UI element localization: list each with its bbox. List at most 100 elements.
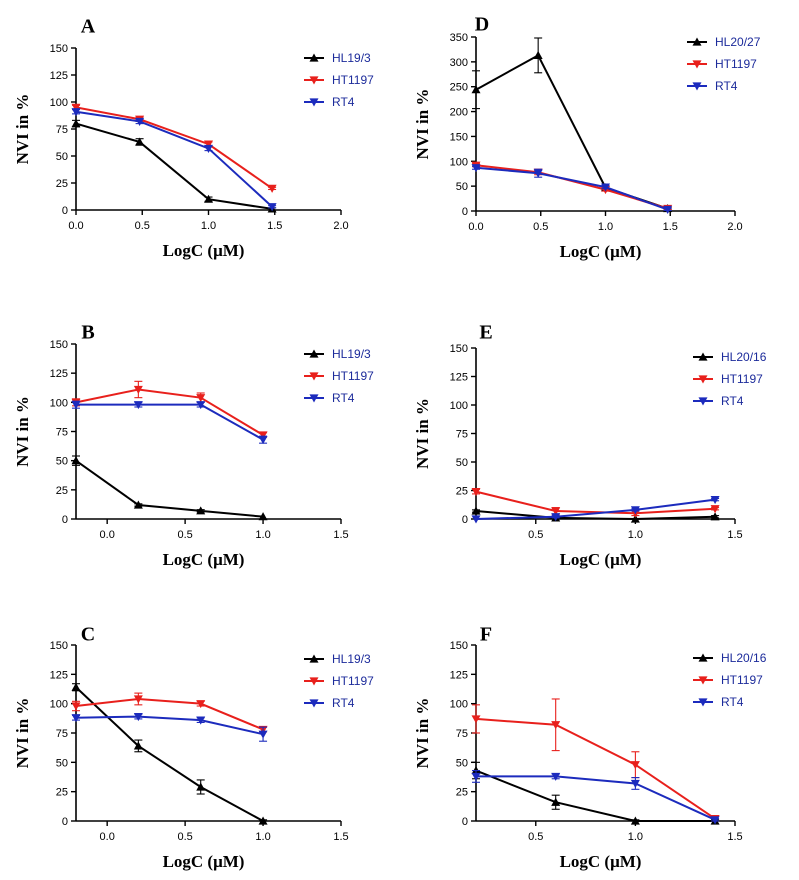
series-hl20-27 bbox=[471, 37, 673, 213]
legend-marker bbox=[309, 53, 319, 62]
x-tick-label: 0.0 bbox=[68, 220, 83, 232]
legend-label: HT1197 bbox=[332, 73, 374, 87]
data-point bbox=[471, 715, 481, 724]
data-point bbox=[533, 50, 543, 59]
y-axis-title: NVI in % bbox=[13, 698, 32, 769]
series-line bbox=[475, 717, 716, 820]
data-point bbox=[135, 117, 145, 126]
data-point bbox=[471, 515, 481, 524]
panel-letter: F bbox=[480, 624, 492, 646]
y-tick-label: 125 bbox=[450, 669, 468, 681]
y-tick-label: 100 bbox=[450, 400, 468, 412]
x-tick-label: 0.5 bbox=[528, 831, 543, 843]
data-point bbox=[710, 496, 720, 505]
series-hl19-3 bbox=[71, 119, 277, 213]
panel-letter: B bbox=[81, 322, 94, 344]
data-point bbox=[71, 714, 81, 723]
legend-label: HL19/3 bbox=[332, 652, 371, 666]
data-point bbox=[710, 512, 720, 521]
y-tick-label: 150 bbox=[50, 43, 68, 55]
y-tick-label: 75 bbox=[56, 124, 68, 136]
y-tick-label: 50 bbox=[56, 456, 68, 468]
data-point bbox=[551, 507, 561, 516]
data-point bbox=[133, 712, 143, 722]
y-tick-label: 0 bbox=[462, 514, 468, 526]
y-tick-label: 25 bbox=[56, 787, 68, 799]
legend-marker bbox=[309, 98, 319, 107]
legend-label: HL20/16 bbox=[721, 350, 767, 364]
panel-b: B 0 25 50 75 100 125 150 0.0 0.5 1.0 1.5 LogC (μM) NV… bbox=[13, 322, 374, 569]
series-rt4 bbox=[71, 108, 277, 212]
y-tick-label: 350 bbox=[450, 32, 468, 44]
data-point bbox=[196, 506, 206, 515]
x-axis-title: LogC (μM) bbox=[560, 242, 642, 261]
data-point bbox=[551, 513, 561, 522]
x-tick-label: 0.5 bbox=[528, 529, 543, 541]
series-line bbox=[475, 166, 668, 211]
x-axis-title: LogC (μM) bbox=[560, 852, 642, 871]
x-tick-label: 1.0 bbox=[628, 831, 643, 843]
legend-label: HL19/3 bbox=[332, 51, 371, 65]
data-point bbox=[630, 779, 640, 788]
data-point bbox=[196, 700, 206, 709]
legend-marker bbox=[698, 352, 708, 361]
y-tick-label: 150 bbox=[50, 339, 68, 351]
series-line bbox=[75, 110, 273, 208]
x-axis-title: LogC (μM) bbox=[560, 550, 642, 569]
y-tick-label: 0 bbox=[62, 205, 68, 217]
legend-label: RT4 bbox=[721, 394, 744, 408]
x-tick-label: 1.0 bbox=[255, 831, 270, 843]
legend-label: HT1197 bbox=[721, 673, 763, 687]
data-point bbox=[133, 401, 143, 410]
series-line bbox=[75, 459, 264, 518]
series-rt4 bbox=[71, 400, 268, 445]
x-axis-title: LogC (μM) bbox=[163, 241, 245, 260]
x-tick-label: 0.0 bbox=[100, 831, 115, 843]
y-axis-title: NVI in % bbox=[13, 94, 32, 165]
x-tick-label: 0.5 bbox=[177, 831, 192, 843]
legend-marker bbox=[698, 653, 708, 662]
data-point bbox=[710, 505, 720, 514]
y-tick-label: 75 bbox=[456, 728, 468, 740]
legend-label: RT4 bbox=[332, 391, 355, 405]
x-tick-label: 1.5 bbox=[333, 831, 348, 843]
series-line bbox=[75, 697, 264, 731]
data-point bbox=[133, 741, 143, 750]
data-point bbox=[258, 436, 268, 445]
data-point bbox=[258, 431, 268, 440]
series-line bbox=[75, 122, 273, 210]
legend-marker bbox=[309, 654, 319, 663]
legend-marker bbox=[698, 397, 708, 406]
legend-label: HL19/3 bbox=[332, 347, 371, 361]
data-point bbox=[196, 782, 206, 791]
series-rt4 bbox=[471, 496, 720, 524]
x-tick-label: 1.0 bbox=[201, 220, 216, 232]
legend-marker bbox=[698, 375, 708, 384]
data-point bbox=[267, 203, 277, 212]
data-point bbox=[471, 772, 481, 781]
data-point bbox=[630, 816, 640, 825]
series-line bbox=[475, 498, 716, 520]
series-ht1197 bbox=[71, 103, 277, 193]
x-tick-label: 0.0 bbox=[100, 529, 115, 541]
legend-label: HT1197 bbox=[715, 57, 757, 71]
y-tick-label: 100 bbox=[50, 97, 68, 109]
y-tick-label: 0 bbox=[462, 816, 468, 828]
y-tick-label: 50 bbox=[456, 457, 468, 469]
legend-label: HT1197 bbox=[332, 369, 374, 383]
legend-label: RT4 bbox=[715, 79, 738, 93]
legend-label: RT4 bbox=[721, 695, 744, 709]
y-tick-label: 125 bbox=[50, 70, 68, 82]
y-tick-label: 50 bbox=[456, 757, 468, 769]
data-point bbox=[71, 119, 81, 128]
series-line bbox=[75, 106, 273, 190]
y-axis-title: NVI in % bbox=[413, 398, 432, 469]
data-point bbox=[710, 816, 720, 825]
x-tick-label: 0.5 bbox=[177, 529, 192, 541]
data-point bbox=[133, 500, 143, 509]
panel-letter: C bbox=[81, 624, 95, 646]
x-tick-label: 1.5 bbox=[267, 220, 282, 232]
y-tick-label: 125 bbox=[50, 669, 68, 681]
y-tick-label: 50 bbox=[56, 151, 68, 163]
